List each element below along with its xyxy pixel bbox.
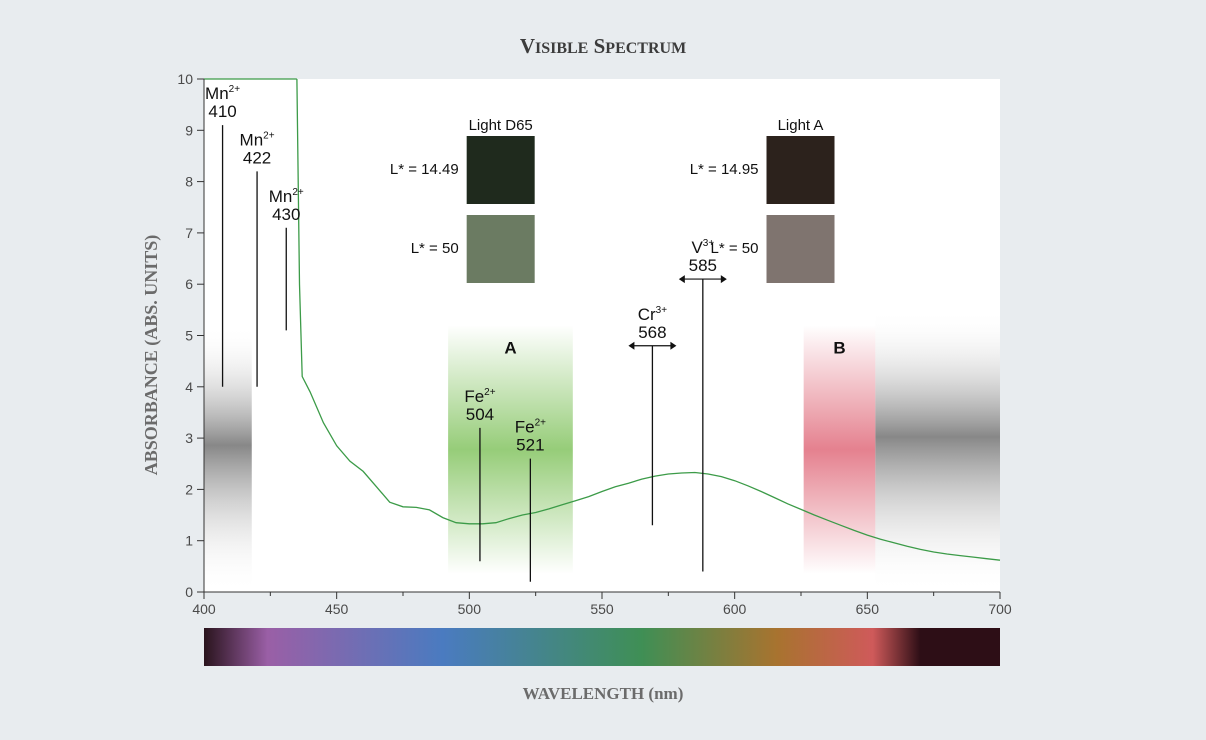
annotation-ion-label: Mn2+	[240, 130, 275, 149]
band-label-b: B	[833, 338, 845, 357]
x-tick-label: 550	[590, 601, 614, 617]
annotation-wavelength-label: 430	[272, 205, 300, 224]
annotation-ion-label: Cr3+	[638, 305, 668, 324]
annotation-v-585: V3+585	[678, 238, 727, 572]
y-axis-title: ABSORBANCE (ABS. UNITS)	[141, 235, 162, 476]
annotation-fe-521: Fe2+521	[515, 418, 546, 582]
y-tick-label: 7	[185, 225, 193, 241]
x-tick-label: 650	[856, 601, 880, 617]
annotation-wavelength-label: 521	[516, 436, 544, 455]
x-tick-label: 700	[988, 601, 1012, 617]
chart-title: VISIBLE SPECTRUM	[520, 34, 686, 58]
annotation-mn-422: Mn2+422	[240, 130, 275, 387]
annotation-ion-label: Mn2+	[269, 187, 304, 206]
x-tick-label: 500	[458, 601, 482, 617]
mn-absorption-band	[204, 325, 252, 592]
annotation-fe-504: Fe2+504	[464, 387, 496, 562]
y-tick-label: 4	[185, 379, 193, 395]
swatch-lightness-label: L* = 14.95	[690, 161, 759, 178]
x-tick-label: 400	[192, 601, 216, 617]
y-tick-label: 2	[185, 481, 193, 497]
transmission-band-a	[448, 325, 573, 575]
annotation-mn-430: Mn2+430	[269, 187, 304, 331]
transmission-band-b	[803, 325, 876, 575]
y-tick-label: 5	[185, 328, 193, 344]
annotation-wavelength-label: 422	[243, 148, 271, 167]
annotation-wavelength-label: 504	[466, 405, 494, 424]
visible-spectrum-colorbar	[204, 628, 1000, 666]
annotation-wavelength-label: 585	[689, 256, 717, 275]
y-tick-label: 10	[177, 71, 193, 87]
x-tick-label: 600	[723, 601, 747, 617]
band-label-a: A	[504, 338, 516, 357]
annotation-mn-410: Mn2+410	[205, 84, 240, 387]
color-swatch	[766, 215, 835, 283]
y-tick-label: 1	[185, 533, 193, 549]
annotation-ion-label: Fe2+	[515, 418, 546, 437]
color-swatch	[466, 136, 535, 204]
color-swatch	[766, 136, 835, 204]
swatch-light-label: Light A	[778, 117, 824, 134]
swatch-light-label: Light D65	[469, 117, 533, 134]
annotation-ion-label: Mn2+	[205, 84, 240, 103]
y-tick-label: 9	[185, 122, 193, 138]
annotation-wavelength-label: 568	[638, 323, 666, 342]
swatch-group-light-a: Light A L* = 14.95 L* = 50	[690, 117, 835, 283]
red-absorption-band	[875, 309, 1000, 592]
y-tick-label: 6	[185, 276, 193, 292]
color-swatch	[466, 215, 535, 283]
annotation-cr-568: Cr3+568	[628, 305, 677, 526]
y-tick-label: 3	[185, 430, 193, 446]
annotation-wavelength-label: 410	[208, 102, 236, 121]
annotation-ion-label: Fe2+	[464, 387, 495, 406]
absorbance-curve	[296, 78, 1001, 561]
annotation-ion-label: V3+	[691, 238, 714, 257]
x-axis-title: WAVELENGTH (nm)	[523, 684, 684, 703]
y-tick-label: 8	[185, 174, 193, 190]
swatch-lightness-label: L* = 50	[711, 240, 759, 257]
swatch-group-light-d65: Light D65 L* = 14.49 L* = 50	[390, 117, 535, 283]
swatch-lightness-label: L* = 50	[411, 240, 459, 257]
x-tick-label: 450	[325, 601, 349, 617]
y-tick-label: 0	[185, 584, 193, 600]
swatch-lightness-label: L* = 14.49	[390, 161, 459, 178]
